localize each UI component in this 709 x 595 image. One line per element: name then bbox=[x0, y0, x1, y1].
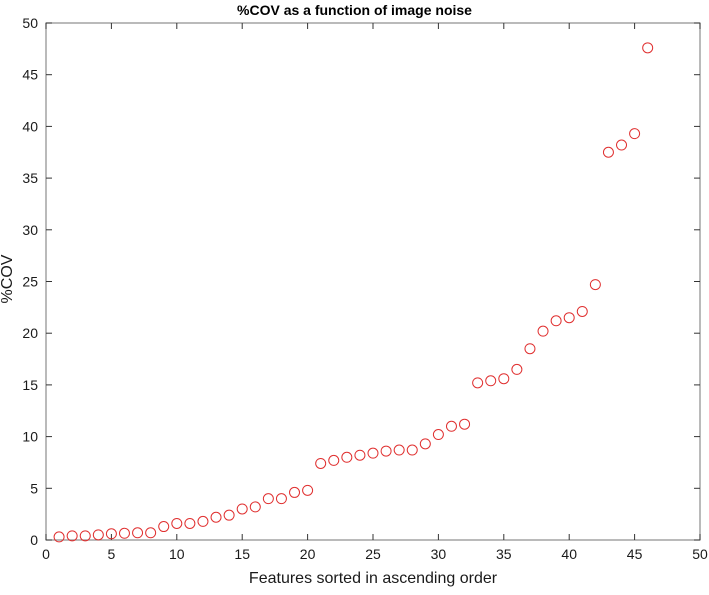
x-tick-label: 0 bbox=[42, 546, 50, 562]
data-point bbox=[524, 343, 536, 355]
data-point bbox=[328, 454, 340, 466]
data-point bbox=[642, 42, 654, 54]
data-point bbox=[354, 449, 366, 461]
data-point bbox=[602, 146, 614, 158]
data-point bbox=[537, 325, 549, 337]
x-tick-label: 35 bbox=[496, 546, 512, 562]
data-point bbox=[118, 527, 130, 539]
data-point bbox=[262, 493, 274, 505]
data-point bbox=[380, 445, 392, 457]
x-tick-label: 40 bbox=[561, 546, 577, 562]
data-points bbox=[53, 42, 654, 543]
y-tick-label: 40 bbox=[22, 118, 38, 134]
data-point bbox=[145, 527, 157, 539]
data-point bbox=[341, 451, 353, 463]
data-point bbox=[197, 515, 209, 527]
axes-frame bbox=[45, 22, 701, 541]
x-tick-label: 30 bbox=[431, 546, 447, 562]
data-point bbox=[158, 521, 170, 533]
x-tick-label: 10 bbox=[169, 546, 185, 562]
data-point bbox=[629, 128, 641, 140]
data-point bbox=[289, 486, 301, 498]
data-point bbox=[79, 530, 91, 542]
data-point bbox=[511, 363, 523, 375]
data-point bbox=[249, 501, 261, 513]
data-point bbox=[616, 139, 628, 151]
data-point bbox=[171, 517, 183, 529]
chart-title: %COV as a function of image noise bbox=[237, 2, 472, 18]
data-point bbox=[53, 531, 65, 543]
data-point bbox=[563, 312, 575, 324]
y-tick-label: 35 bbox=[22, 170, 38, 186]
data-point bbox=[432, 429, 444, 441]
data-point bbox=[498, 373, 510, 385]
data-point bbox=[132, 527, 144, 539]
y-tick-label: 10 bbox=[22, 429, 38, 445]
data-point bbox=[302, 484, 314, 496]
data-point bbox=[315, 457, 327, 469]
x-tick-label: 20 bbox=[300, 546, 316, 562]
data-point bbox=[576, 305, 588, 317]
plot-box bbox=[45, 22, 701, 541]
data-point bbox=[419, 438, 431, 450]
y-axis-ticks: 0 5 10 15 20 25 30 35 40 45 50 bbox=[22, 15, 700, 548]
data-point bbox=[184, 517, 196, 529]
data-point bbox=[445, 420, 457, 432]
y-tick-label: 30 bbox=[22, 222, 38, 238]
data-point bbox=[66, 530, 78, 542]
data-point bbox=[367, 447, 379, 459]
data-point bbox=[236, 503, 248, 515]
data-point bbox=[472, 377, 484, 389]
y-tick-label: 25 bbox=[22, 274, 38, 290]
x-axis-label: Features sorted in ascending order bbox=[248, 570, 498, 587]
y-tick-label: 45 bbox=[22, 67, 38, 83]
y-tick-label: 15 bbox=[22, 377, 38, 393]
y-tick-label: 50 bbox=[22, 15, 38, 31]
data-point bbox=[485, 375, 497, 387]
x-tick-label: 50 bbox=[692, 546, 708, 562]
data-point bbox=[210, 511, 222, 523]
data-point bbox=[393, 444, 405, 456]
x-tick-label: 25 bbox=[365, 546, 381, 562]
y-tick-label: 5 bbox=[30, 480, 38, 496]
data-point bbox=[92, 529, 104, 541]
x-axis-ticks: 0 5 10 15 20 25 30 35 40 45 50 bbox=[42, 23, 708, 562]
data-point bbox=[105, 528, 117, 540]
x-tick-label: 45 bbox=[627, 546, 643, 562]
x-tick-label: 15 bbox=[234, 546, 250, 562]
x-tick-label: 5 bbox=[108, 546, 116, 562]
y-tick-label: 0 bbox=[30, 532, 38, 548]
data-point bbox=[589, 279, 601, 291]
data-point bbox=[459, 418, 471, 430]
data-point bbox=[406, 444, 418, 456]
data-point bbox=[550, 315, 562, 327]
data-point bbox=[223, 509, 235, 521]
data-point bbox=[275, 493, 287, 505]
y-tick-label: 20 bbox=[22, 325, 38, 341]
